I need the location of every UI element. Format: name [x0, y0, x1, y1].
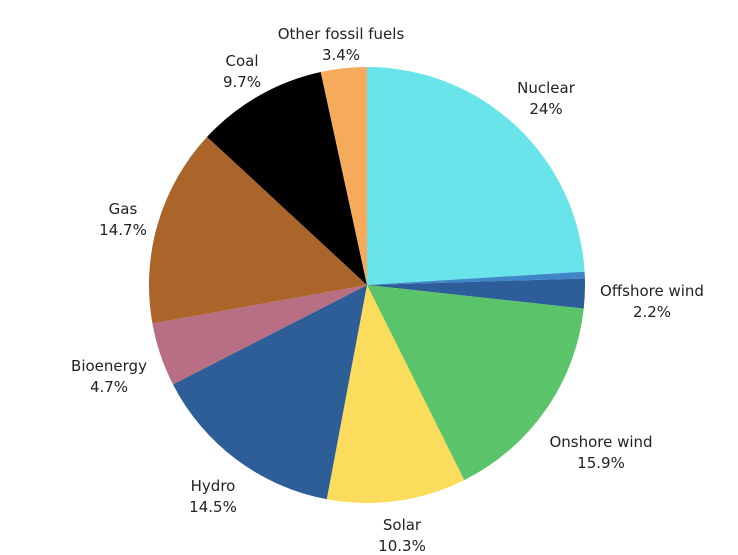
- slice-label-nuclear: Nuclear: [517, 79, 576, 97]
- slice-label-bioenergy: Bioenergy: [71, 357, 147, 375]
- slice-bioenergy: [152, 285, 367, 385]
- slice-value-gas: 14.7%: [99, 221, 147, 239]
- slice-coal: [207, 71, 367, 285]
- slice-value-coal: 9.7%: [223, 73, 261, 91]
- slice-onshore-wind: [367, 285, 584, 481]
- slice-label-onshore-wind: Onshore wind: [549, 433, 652, 451]
- slice-label-offshore-wind: Offshore wind: [600, 282, 704, 300]
- pie-slices: [148, 67, 585, 504]
- pie-labels: Nuclear 24% Offshore wind 2.2% Onshore wind 1…: [71, 25, 704, 555]
- slice-label-solar: Solar: [383, 516, 422, 534]
- slice-value-other-fossil-fuels: 3.4%: [322, 46, 360, 64]
- slice-value-hydro: 14.5%: [189, 498, 237, 516]
- slice-value-offshore-wind: 2.2%: [633, 303, 671, 321]
- slice-unlabeled-1: [367, 271, 585, 285]
- slice-value-onshore-wind: 15.9%: [577, 454, 625, 472]
- slice-hydro: [172, 285, 367, 500]
- slice-label-coal: Coal: [225, 52, 258, 70]
- slice-label-hydro: Hydro: [191, 477, 236, 495]
- slice-value-bioenergy: 4.7%: [90, 378, 128, 396]
- slice-value-nuclear: 24%: [529, 100, 562, 118]
- slice-value-solar: 10.3%: [378, 537, 426, 555]
- slice-offshore-wind: [367, 278, 585, 309]
- slice-other-fossil-fuels: [320, 67, 367, 285]
- slice-label-other-fossil-fuels: Other fossil fuels: [278, 25, 405, 43]
- slice-label-gas: Gas: [109, 200, 138, 218]
- slice-nuclear: [367, 67, 585, 285]
- slice-gas: [148, 136, 367, 324]
- slice-solar: [326, 285, 465, 504]
